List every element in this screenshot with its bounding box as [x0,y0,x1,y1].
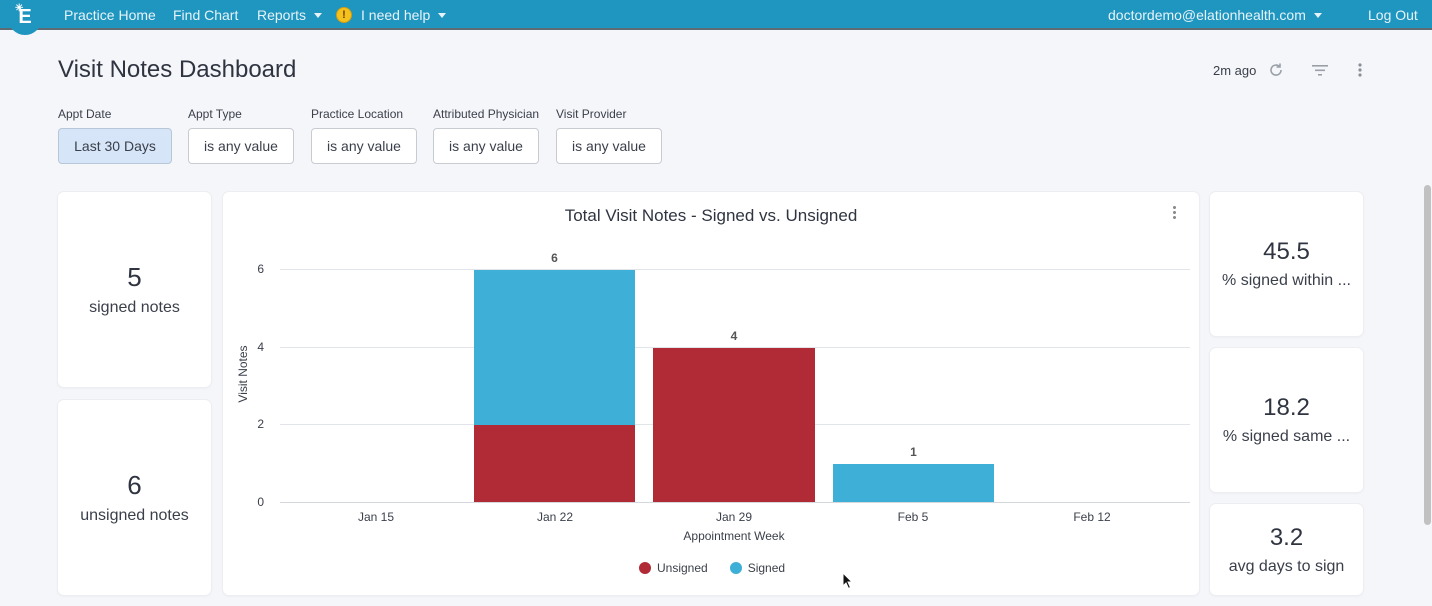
filter-visit-provider-button[interactable]: is any value [556,128,662,164]
nav-reports-label: Reports [257,7,307,23]
nav-find-chart-label: Find Chart [173,7,239,23]
x-tick: Feb 12 [1073,510,1111,524]
kpi-label: % signed same ... [1222,428,1351,445]
legend-dot-icon [729,562,742,574]
vertical-scrollbar[interactable] [1424,185,1431,525]
kpi-label: signed notes [89,299,180,316]
y-tick: 6 [257,262,264,276]
x-axis-line [280,502,1190,503]
chevron-down-icon [314,12,323,18]
user-email: doctordemo@elationhealth.com [1108,7,1306,23]
filter-visit-provider: Visit Provider is any value [556,107,662,164]
bar-jan22-signed[interactable] [474,270,635,425]
bar-jan29-unsigned[interactable] [653,348,815,502]
kpi-pct-signed-same[interactable]: 18.2 % signed same ... [1210,348,1363,492]
chart-legend: Unsigned Signed [639,561,785,575]
y-tick: 0 [257,495,264,509]
filter-practice-location: Practice Location is any value [311,107,417,164]
legend-label: Signed [747,561,786,575]
top-nav-bar: ✳ E Practice Home Find Chart Reports ! I… [0,0,1432,35]
exclamation-icon: ! [336,7,352,23]
chevron-down-icon [1313,12,1322,18]
logo-spark-icon: ✳ [15,3,24,14]
filter-appt-date: Appt Date Last 30 Days [58,107,172,164]
kpi-value: 5 [127,262,142,292]
nav-find-chart[interactable]: Find Chart [173,7,238,23]
nav-practice-home-label: Practice Home [64,7,156,23]
kpi-value: 45.5 [1263,238,1310,265]
mouse-cursor-icon [842,572,854,590]
filter-attributed-physician-button[interactable]: is any value [433,128,539,164]
gridline [280,347,1190,348]
bar-total-label: 6 [551,251,558,265]
logout-label: Log Out [1368,7,1418,23]
user-menu[interactable]: doctordemo@elationhealth.com [1108,7,1322,23]
x-tick: Jan 29 [715,510,753,524]
chart-more-icon[interactable] [1171,206,1177,222]
kpi-avg-days-to-sign[interactable]: 3.2 avg days to sign [1210,504,1363,595]
kpi-unsigned-notes[interactable]: 6 unsigned notes [58,400,211,595]
filter-label: Visit Provider [556,107,627,121]
kpi-label: unsigned notes [80,507,189,524]
kpi-signed-notes[interactable]: 5 signed notes [58,192,211,387]
last-updated: 2m ago [1213,63,1257,78]
chart-card: Total Visit Notes - Signed vs. Unsigned … [223,192,1199,595]
bar-total-label: 1 [910,445,917,459]
bar-jan22-unsigned[interactable] [474,425,635,502]
filter-appt-type: Appt Type is any value [188,107,294,164]
filter-attributed-physician: Attributed Physician is any value [433,107,539,164]
nav-practice-home[interactable]: Practice Home [64,7,156,23]
elation-logo[interactable]: ✳ E [8,0,42,35]
filter-practice-location-button[interactable]: is any value [311,128,417,164]
filter-label: Attributed Physician [433,107,540,121]
x-tick: Jan 22 [536,510,574,524]
filter-icon[interactable] [1310,60,1330,80]
y-tick: 4 [257,340,264,354]
legend-dot-icon [639,562,651,574]
refresh-icon[interactable] [1266,60,1286,80]
nav-help-label: I need help [361,7,431,23]
logo-letter: E [18,6,32,28]
y-tick: 2 [257,417,264,431]
filter-label: Appt Date [58,107,112,121]
chart-title: Total Visit Notes - Signed vs. Unsigned [564,206,858,225]
kpi-value: 3.2 [1269,523,1304,551]
logout-link[interactable]: Log Out [1368,7,1418,23]
chevron-down-icon [438,12,447,18]
page-title: Visit Notes Dashboard [58,56,297,83]
x-tick: Jan 15 [357,510,395,524]
bar-total-label: 4 [730,329,738,343]
filter-label: Practice Location [311,107,404,121]
x-axis-label: Appointment Week [683,529,785,543]
nav-i-need-help[interactable]: ! I need help [336,7,447,23]
x-tick: Feb 5 [897,510,929,524]
kpi-label: % signed within ... [1222,272,1351,289]
kpi-value: 18.2 [1263,394,1310,421]
nav-reports[interactable]: Reports [257,7,323,23]
legend-item-unsigned[interactable]: Unsigned [639,561,708,575]
kpi-value: 6 [127,470,142,500]
kpi-pct-signed-within[interactable]: 45.5 % signed within ... [1210,192,1363,336]
legend-label: Unsigned [657,561,708,575]
bar-feb5-signed[interactable] [833,464,994,502]
legend-item-signed[interactable]: Signed [729,561,786,575]
filter-appt-date-button[interactable]: Last 30 Days [58,128,172,164]
filter-label: Appt Type [188,107,242,121]
more-vertical-icon[interactable] [1350,60,1370,80]
gridline [280,269,1190,270]
kpi-label: avg days to sign [1228,557,1345,575]
filter-appt-type-button[interactable]: is any value [188,128,294,164]
